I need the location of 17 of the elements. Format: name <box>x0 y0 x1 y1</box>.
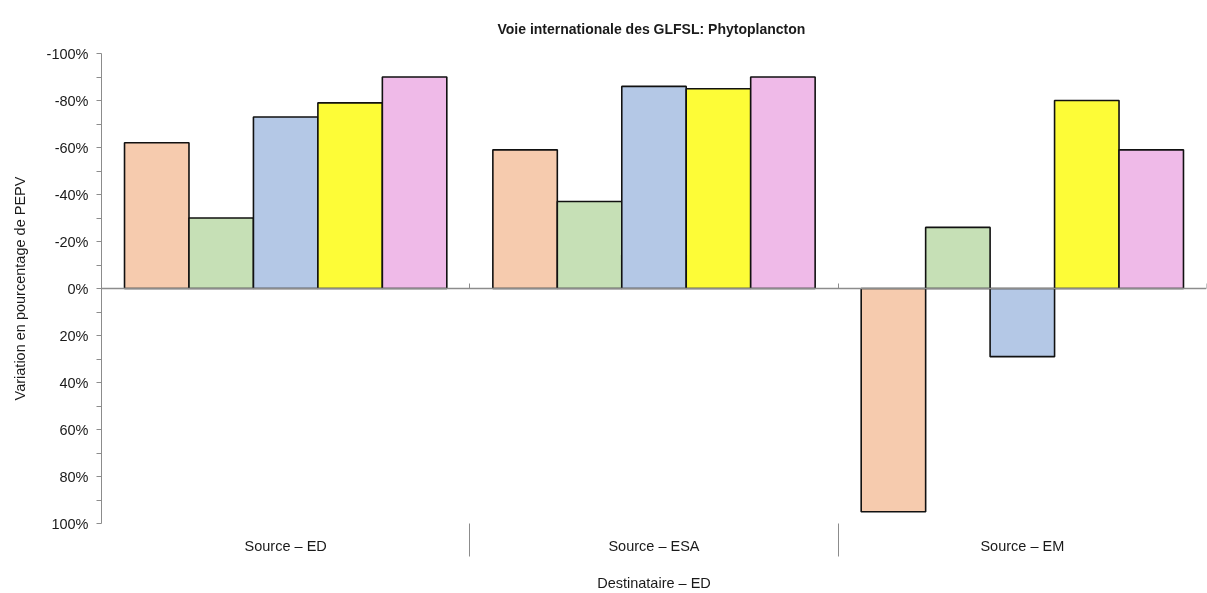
x-tick-label: Source – ESA <box>608 537 700 554</box>
y-tick-label: 20% <box>59 327 89 344</box>
y-tick-label: -100% <box>46 45 89 62</box>
y-tick-label: 100% <box>51 515 89 532</box>
y-tick-label: 0% <box>67 280 89 297</box>
y-tick-label: -40% <box>54 186 89 203</box>
x-tick-label: Source – EM <box>980 537 1065 554</box>
y-tick-label: -60% <box>54 139 89 156</box>
x-axis-title: Destinataire – ED <box>597 574 711 591</box>
y-tick-label: 40% <box>59 374 89 391</box>
y-tick-label: -80% <box>54 92 89 109</box>
y-tick-label: 80% <box>59 468 89 485</box>
x-tick-label: Source – ED <box>244 537 327 554</box>
chart-title: Voie internationale des GLFSL: Phytoplancton <box>497 20 806 37</box>
y-tick-label: 60% <box>59 421 89 438</box>
y-tick-label: -20% <box>54 233 89 250</box>
y-axis-title: Variation en pourcentage de PEPV <box>11 176 28 401</box>
